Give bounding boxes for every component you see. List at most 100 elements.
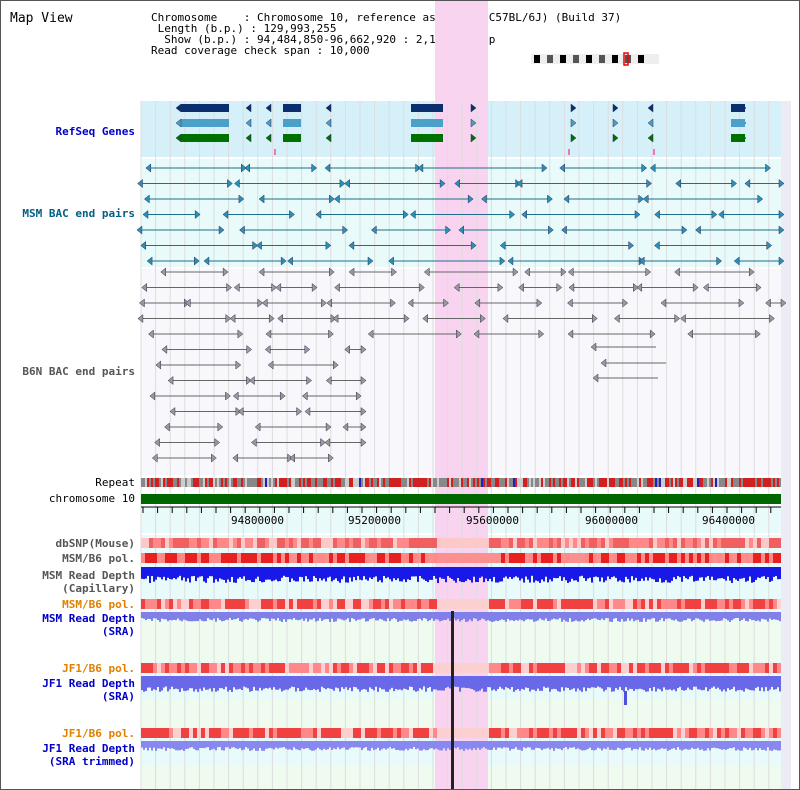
read-depth-bar	[741, 567, 743, 579]
read-depth-bar	[501, 612, 503, 620]
polymorphism-cell	[493, 728, 497, 738]
read-depth-bar	[491, 612, 493, 622]
polymorphism-cell	[521, 553, 525, 563]
read-depth-bar	[589, 676, 591, 689]
repeat-element	[331, 478, 333, 487]
read-depth-bar	[605, 741, 607, 750]
read-depth-bar	[435, 676, 437, 690]
feature-arrow	[556, 282, 563, 293]
track-label-jf1-b6-pol-2[interactable]: JF1/B6 pol.	[62, 727, 135, 740]
read-depth-bar	[373, 676, 375, 691]
polymorphism-cell	[409, 553, 413, 563]
repeat-element	[607, 478, 609, 487]
read-depth-bar	[487, 567, 489, 582]
feature-arrow	[600, 358, 607, 368]
track-label-jf1-depth-sra[interactable]: JF1 Read Depth	[42, 677, 135, 690]
read-depth-bar	[457, 567, 459, 578]
polymorphism-cell	[185, 553, 189, 563]
repeat-element	[573, 478, 575, 487]
read-depth-bar	[757, 676, 759, 687]
read-depth-bar	[301, 741, 303, 749]
track-label-jf1-b6-pol-1[interactable]: JF1/B6 pol.	[62, 662, 135, 675]
ideogram-band	[599, 55, 605, 63]
read-depth-bar	[525, 612, 527, 620]
repeat-element	[555, 478, 557, 487]
polymorphism-cell	[381, 599, 385, 609]
read-depth-bar	[641, 612, 643, 622]
feature-arrow	[225, 313, 232, 324]
track-label-jf1-depth-trim[interactable]: JF1 Read Depth	[42, 742, 135, 755]
axis-tick-label: 95600000	[466, 514, 519, 527]
read-depth-bar	[693, 567, 695, 582]
feature-arrow	[342, 422, 349, 432]
polymorphism-cell	[217, 663, 221, 673]
polymorphism-cell	[709, 728, 713, 738]
read-depth-bar	[689, 567, 691, 577]
read-depth-bar	[363, 567, 365, 577]
polymorphism-cell	[277, 538, 281, 548]
polymorphism-cell	[465, 663, 469, 673]
polymorphism-cell	[673, 553, 677, 563]
polymorphism-cell	[437, 538, 441, 548]
read-depth-bar	[527, 567, 529, 580]
track-label-msm-depth-cap[interactable]: MSM Read Depth	[42, 569, 135, 582]
polymorphism-cell	[401, 599, 405, 609]
polymorphism-cell	[661, 553, 665, 563]
read-depth-bar	[565, 676, 567, 688]
repeat-element	[423, 478, 425, 487]
track-label-msm-b6-pol-2[interactable]: MSM/B6 pol.	[62, 598, 135, 611]
read-depth-bar	[389, 676, 391, 690]
repeat-element	[177, 478, 179, 487]
polymorphism-cell	[573, 553, 577, 563]
read-depth-bar	[207, 676, 209, 690]
read-depth-bar	[771, 741, 773, 751]
read-depth-bar	[463, 676, 465, 688]
gene-mark	[274, 149, 276, 155]
repeat-element	[187, 478, 189, 487]
polymorphism-cell	[609, 553, 613, 563]
read-depth-bar	[397, 567, 399, 579]
read-depth-bar	[309, 612, 311, 620]
polymorphism-cell	[645, 599, 649, 609]
polymorphism-cell	[237, 599, 241, 609]
polymorphism-cell	[241, 599, 245, 609]
polymorphism-cell	[589, 728, 593, 738]
read-depth-bar	[271, 676, 273, 690]
track-label-msm-b6-pol-1[interactable]: MSM/B6 pol.	[62, 552, 135, 565]
polymorphism-cell	[341, 599, 345, 609]
track-label-dbsnp[interactable]: dbSNP(Mouse)	[55, 537, 135, 550]
read-depth-bar	[187, 612, 189, 622]
read-depth-bar	[231, 612, 233, 621]
feature-arrow	[160, 267, 167, 277]
read-depth-bar	[209, 741, 211, 751]
repeat-element	[461, 478, 463, 487]
track-label-refseq[interactable]: RefSeq Genes	[55, 125, 135, 138]
polymorphism-cell	[233, 553, 237, 563]
polymorphism-cell	[341, 663, 345, 673]
polymorphism-cell	[545, 599, 549, 609]
polymorphism-cell	[377, 553, 381, 563]
read-depth-bar	[709, 612, 711, 621]
polymorphism-cell	[477, 538, 481, 548]
feature-arrow	[227, 178, 233, 189]
read-depth-bar	[743, 567, 745, 578]
read-depth-bar	[359, 567, 361, 580]
read-depth-bar	[153, 741, 155, 748]
track-label-b6n-bac[interactable]: B6N BAC end pairs	[22, 365, 135, 378]
read-depth-bar	[717, 612, 719, 621]
track-label-msm-depth-sra[interactable]: MSM Read Depth	[42, 612, 135, 625]
read-depth-bar	[683, 612, 685, 621]
polymorphism-cell	[249, 728, 253, 738]
repeat-element	[267, 478, 269, 487]
read-depth-bar	[581, 567, 583, 576]
repeat-element	[207, 478, 209, 487]
track-label-msm-bac[interactable]: MSM BAC end pairs	[22, 207, 135, 220]
repeat-element	[457, 478, 459, 487]
polymorphism-cell	[773, 728, 777, 738]
feature-arrow	[304, 344, 311, 355]
read-depth-bar	[773, 567, 775, 577]
feature-arrow	[766, 240, 773, 251]
repeat-element	[173, 478, 175, 487]
read-depth-bar	[745, 741, 747, 749]
